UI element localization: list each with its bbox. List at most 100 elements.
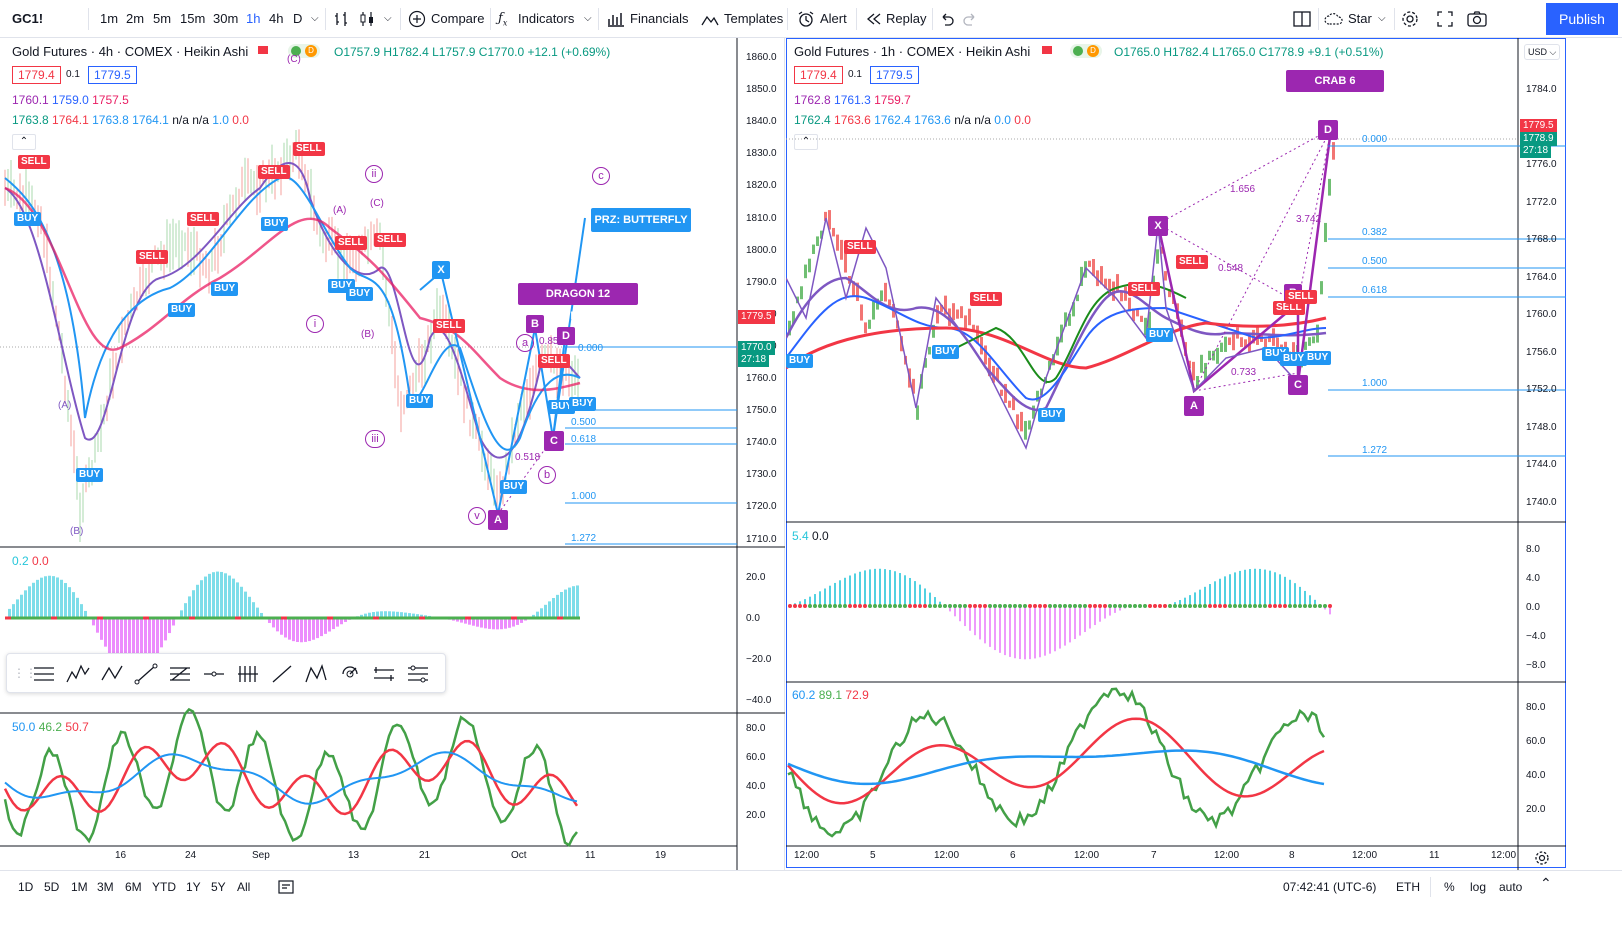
gear-icon[interactable]: [1534, 850, 1550, 866]
indicators-button[interactable]: Indicators: [518, 11, 575, 26]
currency-select[interactable]: USD ⌵: [1524, 44, 1560, 60]
trendline-icon[interactable]: [133, 662, 159, 686]
pitchfork-icon[interactable]: [235, 662, 261, 686]
chevron-up-icon[interactable]: ⌃: [1540, 875, 1552, 891]
pattern-point-x[interactable]: X: [432, 261, 450, 279]
flag-icon[interactable]: [1042, 46, 1052, 54]
templates-icon[interactable]: [701, 11, 719, 27]
camera-icon[interactable]: [1467, 10, 1487, 28]
plus-circle-icon[interactable]: [408, 10, 426, 28]
range-button-ytd[interactable]: YTD: [152, 880, 176, 894]
chevron-down-icon[interactable]: ⌵: [1378, 13, 1386, 24]
auto-toggle[interactable]: auto: [1499, 880, 1523, 894]
prz-butterfly-label[interactable]: PRZ: BUTTERFLY 12: [591, 208, 691, 250]
list-settings-icon[interactable]: [405, 662, 431, 686]
range-button-1d[interactable]: 1D: [18, 880, 34, 894]
interval-5m[interactable]: 5m: [153, 11, 172, 26]
compare-button[interactable]: Compare: [431, 11, 485, 26]
elliott-wave-icon[interactable]: [65, 662, 91, 686]
interval-1m[interactable]: 1m: [100, 11, 119, 26]
time-tick-label: 12:00: [934, 850, 960, 861]
collapse-legend-icon[interactable]: ⌃: [794, 134, 818, 150]
chevron-down-icon[interactable]: ⌵: [584, 13, 592, 24]
zero-dot: [1033, 604, 1037, 608]
zero-dot: [1178, 604, 1182, 608]
financials-button[interactable]: Financials: [630, 11, 689, 26]
horizontal-ray-icon[interactable]: [201, 662, 227, 686]
interval-d[interactable]: D: [293, 11, 303, 26]
left-chart-canvas[interactable]: (A) (B): [0, 38, 785, 870]
xabcd-pattern-icon[interactable]: [303, 662, 329, 686]
fullscreen-icon[interactable]: [1436, 10, 1454, 28]
sell-price-box[interactable]: 1779.4: [12, 66, 61, 84]
drag-handle-icon[interactable]: ⋮⋮: [13, 666, 37, 680]
chevron-down-icon[interactable]: ⌵: [311, 13, 319, 24]
crab-pattern-label[interactable]: CRAB 6 DETECTED: [1286, 70, 1384, 109]
abc-wave-icon[interactable]: [99, 662, 125, 686]
right-symbol-title[interactable]: Gold Futures · 1h · COMEX · Heikin Ashi: [794, 44, 1031, 59]
pattern-point-d[interactable]: D: [1318, 120, 1338, 140]
publish-button[interactable]: Publish: [1546, 3, 1618, 35]
pattern-point-b[interactable]: B: [526, 315, 544, 333]
session-toggle[interactable]: ETH: [1396, 880, 1420, 894]
pattern-point-a[interactable]: A: [1184, 396, 1204, 416]
percent-toggle[interactable]: %: [1444, 880, 1455, 894]
buy-price-box[interactable]: 1779.5: [870, 66, 919, 84]
clock[interactable]: 07:42:41 (UTC-6): [1283, 880, 1377, 894]
collapse-legend-icon[interactable]: ⌃: [12, 134, 36, 150]
replay-button[interactable]: Replay: [886, 11, 927, 26]
log-toggle[interactable]: log: [1470, 880, 1487, 894]
symbol-search[interactable]: GC1!: [12, 11, 44, 26]
right-chart-pane[interactable]: Gold Futures · 1h · COMEX · Heikin Ashi …: [786, 38, 1622, 870]
interval-1h[interactable]: 1h: [246, 11, 261, 26]
range-button-all[interactable]: All: [237, 880, 251, 894]
dragon-pattern-label[interactable]: DRAGON 12 DETECTED: [518, 283, 638, 322]
price-tick-label: 1720.0: [746, 501, 777, 513]
pattern-point-c[interactable]: C: [544, 431, 564, 451]
candles-icon[interactable]: [358, 10, 376, 28]
range-button-6m[interactable]: 6M: [125, 880, 142, 894]
interval-2m[interactable]: 2m: [126, 11, 145, 26]
range-button-1m[interactable]: 1M: [71, 880, 88, 894]
interval-30m[interactable]: 30m: [213, 11, 239, 26]
fib-retracement-icon[interactable]: [167, 662, 193, 686]
star-button[interactable]: Star: [1348, 11, 1372, 26]
magnet-icon[interactable]: [337, 662, 363, 686]
range-button-5d[interactable]: 5D: [44, 880, 60, 894]
undo-icon[interactable]: [939, 12, 955, 26]
ray-icon[interactable]: [269, 662, 295, 686]
left-chart-pane[interactable]: (A) (B) Gold Futures · 4h · COMEX · Heik…: [0, 38, 785, 870]
pattern-point-c[interactable]: C: [1288, 375, 1308, 395]
left-symbol-title[interactable]: Gold Futures · 4h · COMEX · Heikin Ashi: [12, 44, 249, 59]
layout-icon[interactable]: [1293, 11, 1311, 27]
price-tick-label: 1752.0: [1526, 384, 1557, 395]
buy-price-box[interactable]: 1779.5: [88, 66, 137, 84]
zero-dot: [873, 604, 877, 608]
redo-icon[interactable]: [962, 12, 978, 26]
fx-icon[interactable]: ƒx: [498, 11, 508, 28]
pattern-point-a[interactable]: A: [488, 510, 508, 530]
rewind-icon[interactable]: [866, 12, 882, 26]
parallel-channel-icon[interactable]: [371, 662, 397, 686]
flag-icon[interactable]: [258, 46, 268, 54]
range-button-5y[interactable]: 5Y: [211, 880, 226, 894]
sell-price-box[interactable]: 1779.4: [794, 66, 843, 84]
interval-4h[interactable]: 4h: [269, 11, 284, 26]
gear-icon[interactable]: [1401, 10, 1419, 28]
chevron-down-icon[interactable]: ⌵: [384, 13, 392, 24]
interval-15m[interactable]: 15m: [180, 11, 206, 26]
cloud-icon[interactable]: [1324, 12, 1346, 26]
pattern-point-x[interactable]: X: [1148, 216, 1168, 236]
alarm-clock-icon[interactable]: [797, 10, 815, 28]
templates-button[interactable]: Templates: [724, 11, 784, 26]
calendar-range-icon[interactable]: [278, 879, 294, 895]
horizontal-lines-icon[interactable]: [31, 662, 57, 686]
range-button-1y[interactable]: 1Y: [186, 880, 201, 894]
range-button-3m[interactable]: 3M: [97, 880, 114, 894]
right-chart-canvas[interactable]: [786, 38, 1622, 870]
pattern-point-d[interactable]: D: [557, 327, 575, 345]
bar-chart-icon[interactable]: [333, 10, 351, 28]
buy-signal: BUY: [261, 217, 289, 231]
alert-button[interactable]: Alert: [820, 11, 847, 26]
financials-icon[interactable]: [607, 11, 625, 27]
